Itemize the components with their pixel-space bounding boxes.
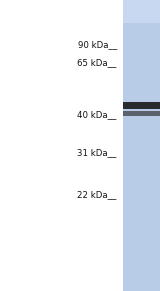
Bar xyxy=(123,111,160,116)
Bar xyxy=(123,102,160,109)
Text: 90 kDa__: 90 kDa__ xyxy=(78,41,117,49)
Text: 22 kDa__: 22 kDa__ xyxy=(77,191,117,199)
Bar xyxy=(123,0,160,23)
Text: 40 kDa__: 40 kDa__ xyxy=(77,111,117,119)
Text: 31 kDa__: 31 kDa__ xyxy=(77,148,117,157)
Text: 65 kDa__: 65 kDa__ xyxy=(77,58,117,67)
Bar xyxy=(123,0,160,291)
